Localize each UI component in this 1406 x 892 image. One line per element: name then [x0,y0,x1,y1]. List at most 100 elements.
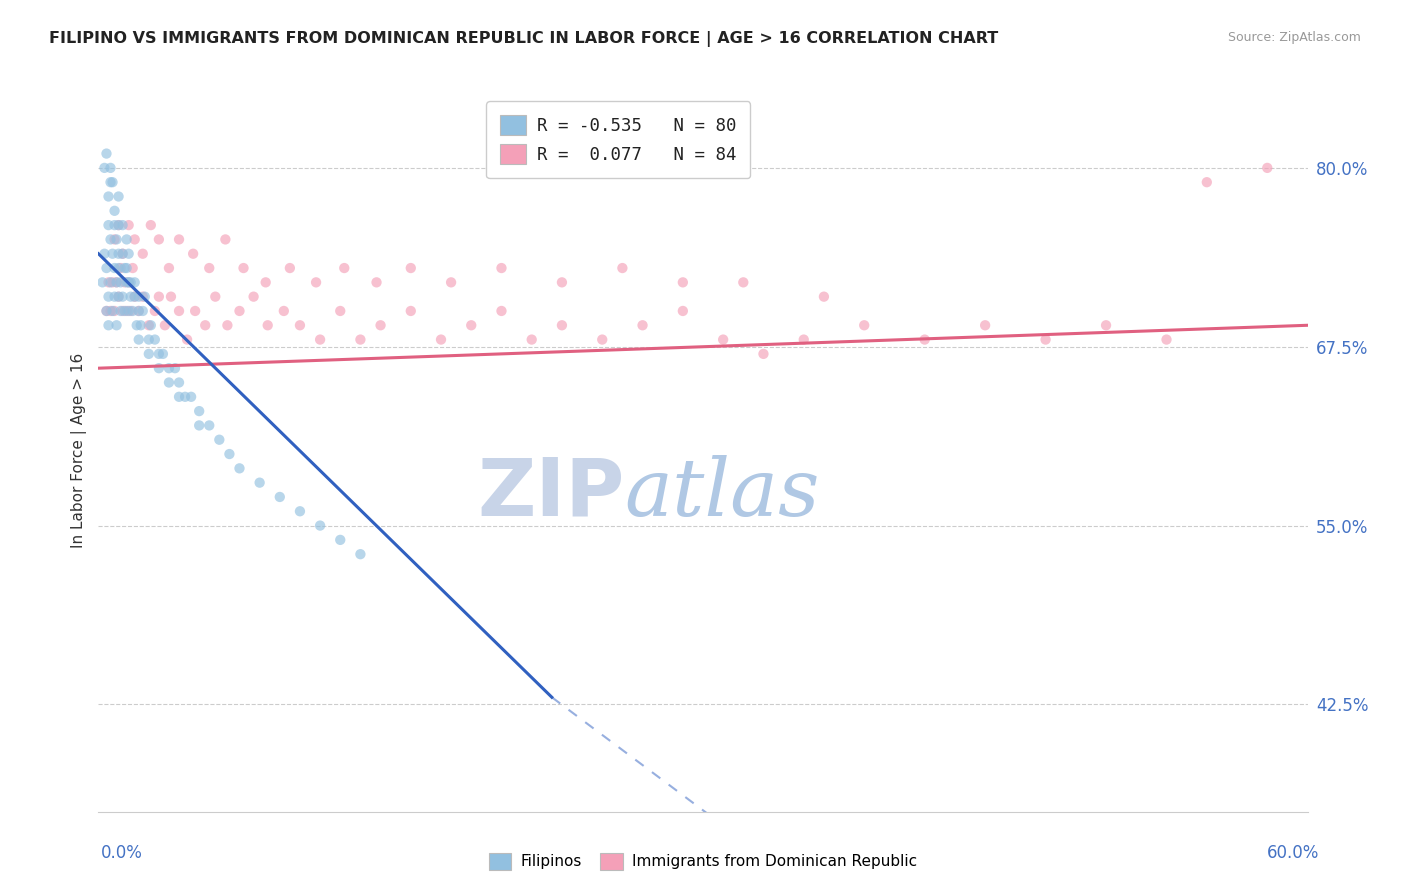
Point [124,290,146,304]
Point [793,333,815,347]
Point [100,304,122,318]
Point [115,232,138,246]
Point [198,260,221,275]
Point [1035,333,1057,347]
Point [1095,318,1118,333]
Point [143,333,166,347]
Point [114,260,136,275]
Point [157,260,180,275]
Point [100,276,122,290]
Point [105,318,128,333]
Point [97,218,120,232]
Point [157,376,180,390]
Point [111,218,134,232]
Point [114,304,136,318]
Point [120,276,142,290]
Point [181,246,204,260]
Point [148,290,170,304]
Point [128,290,150,304]
Point [733,276,755,290]
Legend: Filipinos, Immigrants from Dominican Republic: Filipinos, Immigrants from Dominican Rep… [481,846,925,877]
Point [111,290,134,304]
Point [309,518,332,533]
Point [440,276,463,290]
Point [853,318,876,333]
Point [125,318,148,333]
Point [148,347,170,361]
Point [132,246,155,260]
Point [180,390,202,404]
Point [138,318,160,333]
Point [214,232,236,246]
Point [118,276,141,290]
Point [194,318,217,333]
Point [1156,333,1178,347]
Text: 0.0%: 0.0% [101,844,143,862]
Point [167,376,190,390]
Point [111,304,134,318]
Point [100,161,122,175]
Point [103,232,125,246]
Point [460,318,482,333]
Point [672,304,695,318]
Point [103,304,125,318]
Point [115,276,138,290]
Point [129,318,152,333]
Point [813,290,835,304]
Point [103,290,125,304]
Point [120,290,142,304]
Point [672,276,695,290]
Point [138,333,160,347]
Point [399,304,422,318]
Point [288,504,311,518]
Text: ZIP: ZIP [477,455,624,533]
Point [114,276,136,290]
Point [349,547,371,561]
Y-axis label: In Labor Force | Age > 16: In Labor Force | Age > 16 [72,353,87,548]
Point [218,447,240,461]
Point [269,490,291,504]
Point [249,475,271,490]
Text: FILIPINO VS IMMIGRANTS FROM DOMINICAN REPUBLIC IN LABOR FORCE | AGE > 16 CORRELA: FILIPINO VS IMMIGRANTS FROM DOMINICAN RE… [49,31,998,47]
Point [96,146,118,161]
Point [176,333,198,347]
Point [752,347,775,361]
Point [107,290,129,304]
Point [174,390,197,404]
Point [914,333,936,347]
Point [612,260,634,275]
Point [305,276,328,290]
Point [97,318,120,333]
Point [631,318,654,333]
Point [591,333,613,347]
Point [132,304,155,318]
Point [107,189,129,203]
Point [333,260,356,275]
Point [115,304,138,318]
Point [228,461,250,475]
Point [134,290,156,304]
Point [128,333,150,347]
Point [124,232,146,246]
Point [711,333,734,347]
Point [132,290,155,304]
Point [107,290,129,304]
Text: Source: ZipAtlas.com: Source: ZipAtlas.com [1227,31,1361,45]
Point [101,304,124,318]
Point [103,260,125,275]
Point [124,276,146,290]
Point [110,260,132,275]
Point [370,318,392,333]
Point [254,276,277,290]
Point [551,318,574,333]
Point [157,361,180,376]
Point [107,218,129,232]
Point [188,404,211,418]
Point [107,246,129,260]
Point [1256,161,1278,175]
Point [163,361,186,376]
Point [349,333,371,347]
Point [91,276,114,290]
Point [160,290,183,304]
Point [491,304,513,318]
